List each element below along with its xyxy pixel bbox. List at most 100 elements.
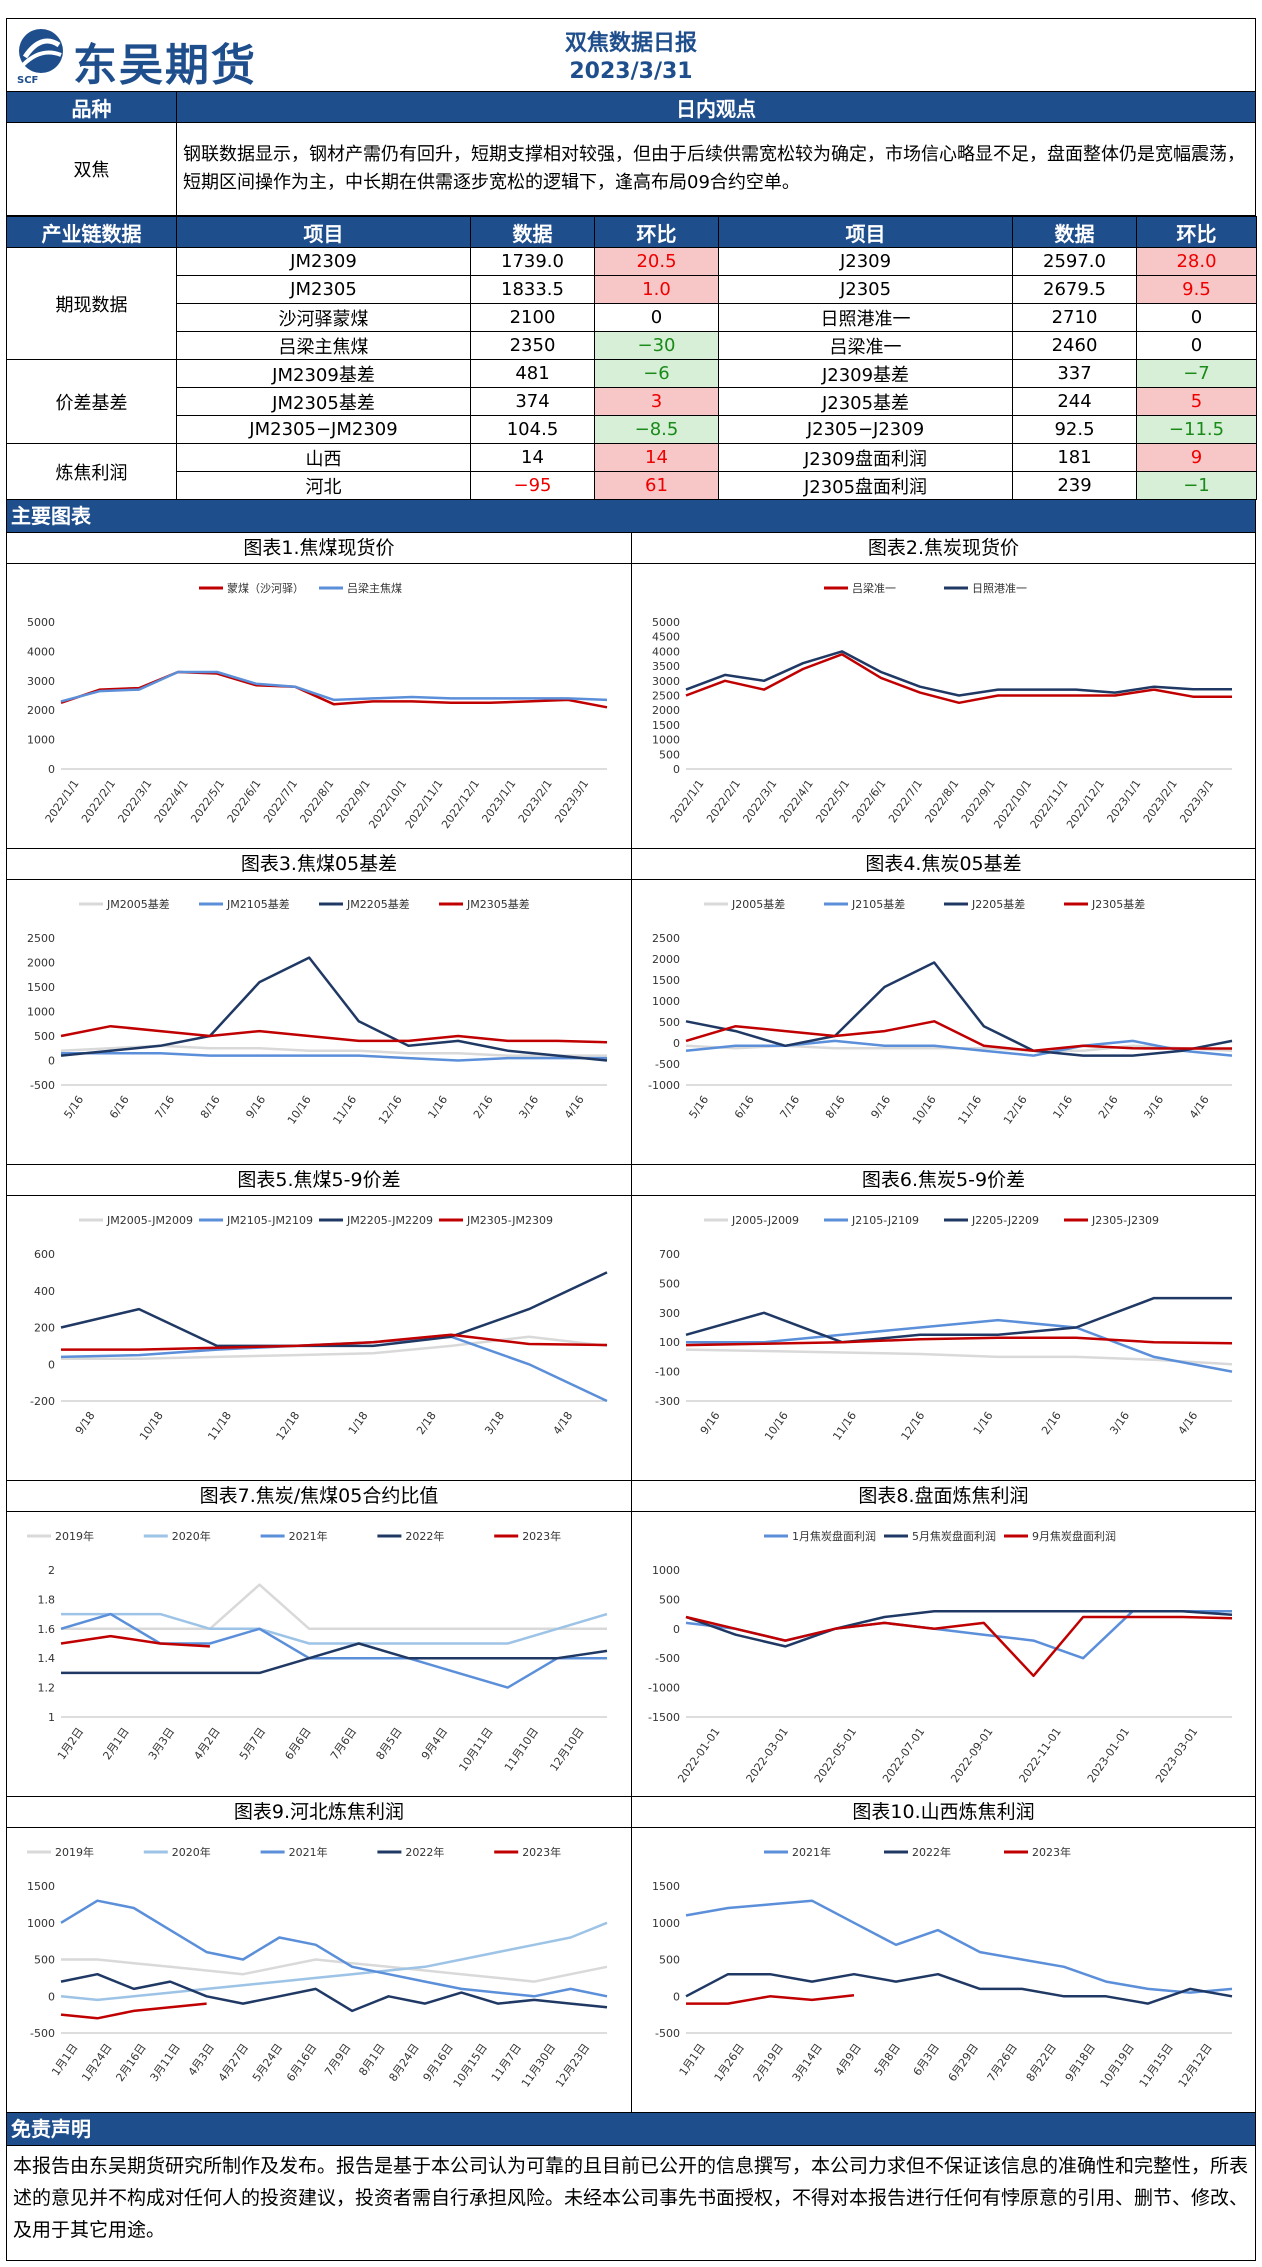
chart-row: 图表1.焦煤现货价 蒙煤（沙河驿） 吕梁主焦煤 5000 4000 3000 2000 100…: [7, 533, 1255, 849]
x-tick-label: 2022/5/1: [188, 777, 227, 825]
x-tick-label: 8/16: [823, 1093, 848, 1121]
change: −7: [1136, 359, 1257, 388]
svg-text:2022年: 2022年: [405, 1845, 444, 1859]
change: 14: [594, 443, 719, 472]
chart-row: 图表7.焦炭/焦煤05合约比值 2019年 2020年 2021年 2022年 2023年…: [7, 1481, 1255, 1797]
x-tick-label: 2022/2/1: [704, 777, 743, 825]
x-tick-label: 10/18: [137, 1409, 166, 1442]
x-tick-label: 12/18: [273, 1409, 302, 1442]
series-line: [685, 1609, 1233, 1648]
chart-panel: 图表1.焦煤现货价 蒙煤（沙河驿） 吕梁主焦煤 5000 4000 3000 2000 100…: [7, 533, 631, 849]
x-tick-label: 5/16: [61, 1093, 86, 1121]
change: −6: [594, 359, 719, 388]
series-line: [61, 1051, 607, 1062]
x-tick-label: 7月9日: [322, 2041, 353, 2078]
series-line: [685, 1296, 1232, 1344]
x-tick-label: 10月11日: [456, 1725, 495, 1773]
y-tick-label: 3500: [652, 660, 680, 673]
series-line: [685, 1039, 1233, 1057]
series-line: [61, 1335, 608, 1360]
x-tick-label: 2月1日: [100, 1725, 131, 1762]
x-tick-label: 1月1日: [49, 2041, 80, 2078]
legend-item: J2005基差: [704, 897, 785, 911]
x-tick-label: 2023/1/1: [1104, 777, 1143, 825]
y-tick-label: -500: [30, 2027, 55, 2040]
x-tick-label: 12月23日: [553, 2041, 592, 2089]
legend-item: 2021年: [764, 1845, 831, 1859]
legend-item: JM2205基差: [319, 897, 410, 911]
item: J2309: [718, 247, 1013, 276]
x-tick-label: 6月16日: [284, 2041, 319, 2084]
chart-svg: 2019年 2020年 2021年 2022年 2023年21.81.61.41.211…: [27, 1529, 608, 1774]
chain-h2: 数据: [470, 216, 595, 248]
x-tick-label: 5月8日: [872, 2041, 903, 2078]
x-tick-label: 7月26日: [985, 2041, 1020, 2084]
x-tick-label: 10月15日: [451, 2041, 490, 2089]
y-tick-label: 0: [48, 1358, 55, 1371]
y-tick-label: 1000: [652, 995, 680, 1008]
x-tick-label: 5月24日: [250, 2041, 285, 2084]
chart-title: 图表7.焦炭/焦煤05合约比值: [7, 1481, 631, 1512]
y-tick-label: -500: [655, 1058, 680, 1071]
series-line: [60, 956, 608, 1062]
change: 3: [594, 387, 719, 416]
y-tick-label: 0: [48, 1990, 55, 2003]
x-tick-label: 2023/1/1: [479, 777, 518, 825]
chart-svg: JM2005-JM2009 JM2105-JM2109 JM2205-JM2209 J…: [30, 1214, 608, 1443]
y-tick-label: 1000: [652, 734, 680, 747]
y-tick-label: 500: [659, 748, 680, 761]
legend-item: 2023年: [494, 1845, 561, 1859]
svg-text:2021年: 2021年: [792, 1845, 831, 1859]
x-tick-label: 3/16: [1141, 1093, 1166, 1121]
svg-text:JM2205基差: JM2205基差: [346, 897, 410, 911]
y-tick-label: 300: [659, 1307, 680, 1320]
x-tick-label: 11/16: [955, 1093, 984, 1126]
series-line: [685, 961, 1233, 1057]
x-tick-label: 8月1日: [356, 2041, 387, 2078]
x-tick-label: 5月7日: [237, 1725, 268, 1762]
svg-text:2023年: 2023年: [1032, 1845, 1071, 1859]
x-tick-label: 3月11日: [148, 2041, 183, 2084]
y-tick-label: 1000: [27, 1006, 55, 1019]
y-tick-label: 100: [659, 1336, 680, 1349]
chart-title: 图表2.焦炭现货价: [632, 533, 1255, 564]
y-tick-label: 1.8: [38, 1593, 56, 1606]
y-tick-label: 2000: [652, 953, 680, 966]
y-tick-label: 2000: [27, 957, 55, 970]
item: J2305−J2309: [718, 415, 1013, 444]
series-line: [685, 1615, 1233, 1678]
x-tick-label: 10/16: [910, 1093, 939, 1126]
y-tick-label: 0: [673, 1990, 680, 2003]
legend-item: 2022年: [377, 1845, 444, 1859]
svg-text:2021年: 2021年: [289, 1529, 328, 1543]
x-tick-label: 2023/3/1: [1177, 777, 1216, 825]
x-tick-label: 2022-03-01: [744, 1725, 791, 1785]
variety-name: 双焦: [6, 122, 177, 216]
y-tick-label: 1: [48, 1711, 55, 1724]
y-tick-label: 500: [659, 1954, 680, 1967]
legend-item: 日照港准一: [944, 582, 1027, 595]
legend-item: J2305-J2309: [1064, 1214, 1159, 1227]
x-tick-label: 2月16日: [113, 2041, 148, 2084]
x-tick-label: 9月16日: [421, 2041, 456, 2084]
item: JM2305基差: [176, 387, 471, 416]
legend-item: 2023年: [494, 1529, 561, 1543]
disclaimer-title: 免责声明: [6, 2113, 1256, 2146]
y-tick-label: 500: [659, 1277, 680, 1290]
svg-text:2023年: 2023年: [522, 1845, 561, 1859]
y-tick-label: -100: [655, 1366, 680, 1379]
item: 吕梁主焦煤: [176, 331, 471, 360]
x-tick-label: 2022-01-01: [675, 1725, 722, 1785]
x-tick-label: 1月1日: [677, 2041, 708, 2078]
item: 吕梁准一: [718, 331, 1013, 360]
x-tick-label: 8/16: [198, 1093, 223, 1121]
svg-text:9月焦炭盘面利润: 9月焦炭盘面利润: [1032, 1529, 1116, 1543]
chain-h0: 产业链数据: [6, 216, 177, 248]
svg-text:J2005-J2009: J2005-J2009: [731, 1214, 799, 1227]
disclaimer-text: 本报告由东吴期货研究所制作及发布。报告是基于本公司认为可靠的且目前已公开的信息撰…: [6, 2146, 1256, 2261]
svg-text:蒙煤（沙河驿）: 蒙煤（沙河驿）: [227, 582, 304, 595]
x-tick-label: 7/16: [152, 1093, 177, 1121]
svg-text:1月焦炭盘面利润: 1月焦炭盘面利润: [792, 1529, 876, 1543]
value: 104.5: [470, 415, 595, 444]
logo-mark-icon: [19, 29, 63, 73]
